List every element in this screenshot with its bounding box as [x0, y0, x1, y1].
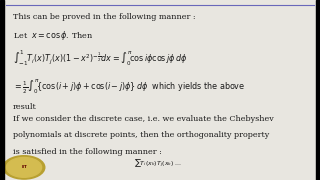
Text: $\sum T_i(x_k)T_j(x_k)$ ...: $\sum T_i(x_k)T_j(x_k)$ ... [134, 157, 182, 169]
Text: is satisfied in the following manner :: is satisfied in the following manner : [13, 148, 162, 156]
Text: $=\frac{1}{2}\int_{0}^{\pi}\!\{\cos(i+j)\phi+\cos(i-j)\phi\}\,d\phi$  which yiel: $=\frac{1}{2}\int_{0}^{\pi}\!\{\cos(i+j)… [13, 77, 245, 96]
Circle shape [3, 156, 45, 179]
Text: result: result [13, 103, 36, 111]
Text: polynomials at discrete points, then the orthogonality property: polynomials at discrete points, then the… [13, 131, 269, 139]
Text: This can be proved in the following manner :: This can be proved in the following mann… [13, 13, 196, 21]
Text: Let  $x = \cos\phi$. Then: Let $x = \cos\phi$. Then [13, 29, 93, 42]
Text: $\int_{-1}^{1}T_i(x)T_j(x)(1-x^2)^{-\frac{1}{2}}dx=\int_{0}^{\pi}\!\cos i\phi\co: $\int_{-1}^{1}T_i(x)T_j(x)(1-x^2)^{-\fra… [13, 49, 187, 69]
Bar [316, 0, 320, 180]
Text: IIT: IIT [21, 165, 27, 169]
Bar [0, 0, 4, 180]
Circle shape [6, 158, 42, 177]
Text: If we consider the discrete case, i.e. we evaluate the Chebyshev: If we consider the discrete case, i.e. w… [13, 115, 274, 123]
